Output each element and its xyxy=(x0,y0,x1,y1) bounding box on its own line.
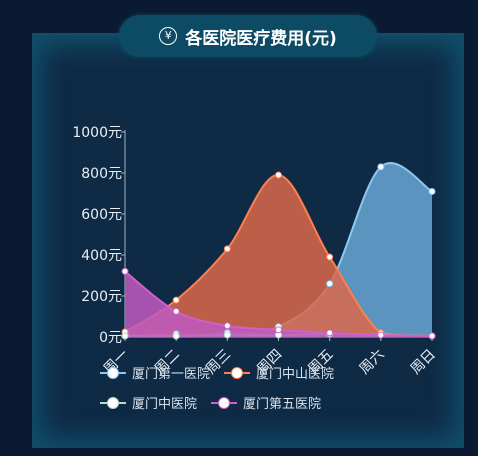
data-point xyxy=(172,332,180,340)
legend-label: 厦门中医院 xyxy=(132,397,198,412)
legend-marker-icon xyxy=(211,396,238,410)
series-area xyxy=(125,163,432,337)
y-tick-label: 1000元 xyxy=(72,125,122,141)
data-point xyxy=(275,326,282,334)
data-point xyxy=(428,187,436,195)
series-area xyxy=(125,175,432,337)
y-tick-label: 0元 xyxy=(99,330,122,346)
series-area xyxy=(125,271,432,337)
data-point xyxy=(172,296,180,304)
data-point xyxy=(377,163,385,171)
legend-marker-icon xyxy=(224,366,251,380)
data-point xyxy=(172,307,180,315)
chart-title-pill: ¥ 各医院医疗费用(元) xyxy=(119,15,377,57)
legend-item-hospital-3[interactable]: 厦门中医院 xyxy=(100,393,197,412)
data-point xyxy=(326,329,334,337)
data-point xyxy=(121,332,129,340)
data-point xyxy=(121,267,129,275)
y-tick-label: 200元 xyxy=(81,289,122,305)
legend-marker-icon xyxy=(100,396,126,410)
y-tick-label: 600元 xyxy=(81,207,122,223)
data-point xyxy=(275,171,282,179)
data-point xyxy=(377,331,385,339)
data-point xyxy=(326,280,334,288)
legend-item-hospital-4[interactable]: 厦门第五医院 xyxy=(211,393,321,412)
legend-label: 厦门第一医院 xyxy=(132,367,211,382)
chart-title: 各医院医疗费用(元) xyxy=(185,28,337,49)
data-point xyxy=(223,322,231,330)
data-point xyxy=(428,332,436,340)
legend-item-hospital-1[interactable]: 厦门第一医院 xyxy=(100,363,210,382)
x-tick-label: 周日 xyxy=(408,347,439,378)
legend: 厦门第一医院 厦门中山医院 厦门中医院 厦门第五医院 xyxy=(100,363,400,423)
yen-circle-icon: ¥ xyxy=(159,27,178,45)
y-tick-label: 400元 xyxy=(81,248,122,264)
legend-marker-icon xyxy=(100,366,126,380)
data-point xyxy=(223,245,231,253)
data-point xyxy=(223,331,231,339)
data-point xyxy=(326,253,334,261)
y-tick-label: 800元 xyxy=(81,166,122,182)
legend-item-hospital-2[interactable]: 厦门中山医院 xyxy=(224,363,334,382)
legend-label: 厦门第五医院 xyxy=(243,397,322,412)
legend-label: 厦门中山医院 xyxy=(256,367,335,382)
